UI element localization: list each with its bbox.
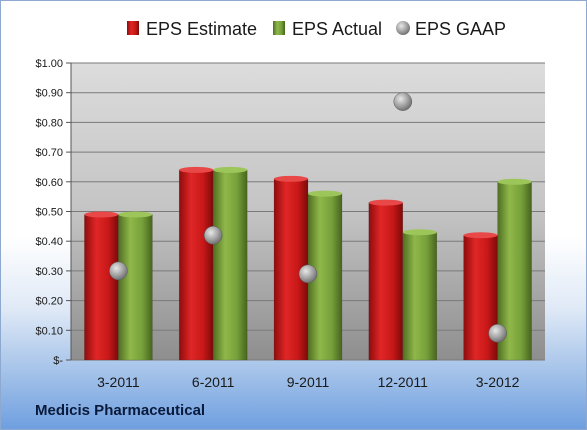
actual-bar-12-2011: [402, 232, 438, 361]
y-tick-label: $0.20: [35, 296, 63, 308]
y-tick-label: $0.10: [35, 325, 63, 337]
x-tick-label: 6-2011: [192, 374, 235, 390]
bar-cap: [308, 190, 342, 197]
gaap-point-12-2011: [393, 92, 413, 111]
bar-cap: [179, 166, 214, 173]
legend-swatch: [127, 21, 139, 35]
y-tick-label: $1.00: [35, 58, 63, 70]
bar-cap: [213, 166, 248, 173]
x-axis: 3-2011 6-2011 9-2011 12-2011 3-2012: [97, 374, 519, 390]
estimate-bar-3-2012: [463, 235, 498, 361]
bar-cap: [402, 229, 437, 236]
y-axis: $- $0.10 $0.20 $0.30 $0.40 $0.50 $0.60 $0.70 $0.…: [35, 58, 72, 367]
legend-swatch: [273, 21, 285, 35]
gaap-point-3-2012: [488, 324, 507, 343]
x-tick-label: 9-2011: [287, 374, 330, 390]
actual-bar-3-2011: [118, 214, 153, 361]
company-name: Medicis Pharmaceutical: [35, 402, 206, 419]
bar-cap: [84, 211, 119, 218]
y-tick-label: $0.80: [35, 117, 63, 129]
y-tick-label: $0.30: [35, 266, 63, 278]
y-tick-label: $-: [53, 355, 63, 367]
y-tick-label: $0.40: [35, 236, 63, 248]
y-tick-label: $0.90: [35, 88, 63, 100]
gaap-points: [109, 92, 507, 343]
estimate-bar-3-2011: [84, 214, 119, 361]
legend-label: EPS Actual: [292, 19, 382, 39]
gaap-point-9-2011: [298, 264, 318, 284]
gaap-point-3-2011: [109, 261, 128, 281]
y-tick-label: $0.70: [35, 147, 63, 159]
bar-cap: [463, 232, 498, 239]
x-tick-label: 3-2012: [476, 374, 520, 390]
bar-cap: [368, 199, 403, 206]
estimate-bar-6-2011: [178, 169, 214, 361]
bar-cap: [274, 175, 308, 182]
y-tick-label: $0.50: [35, 207, 63, 219]
actual-bar-6-2011: [212, 169, 248, 361]
estimate-bar-12-2011: [368, 202, 404, 361]
bar-cap: [497, 178, 532, 185]
bar-cap: [118, 211, 153, 218]
x-tick-label: 3-2011: [97, 374, 140, 390]
legend-label: EPS GAAP: [415, 19, 506, 39]
x-tick-label: 12-2011: [378, 374, 429, 390]
gaap-point-6-2011: [203, 226, 223, 245]
legend-swatch: [396, 21, 410, 35]
y-tick-label: $0.60: [35, 177, 63, 189]
legend-label: EPS Estimate: [146, 19, 257, 39]
legend: EPS Estimate EPS Actual EPS GAAP: [127, 19, 506, 39]
